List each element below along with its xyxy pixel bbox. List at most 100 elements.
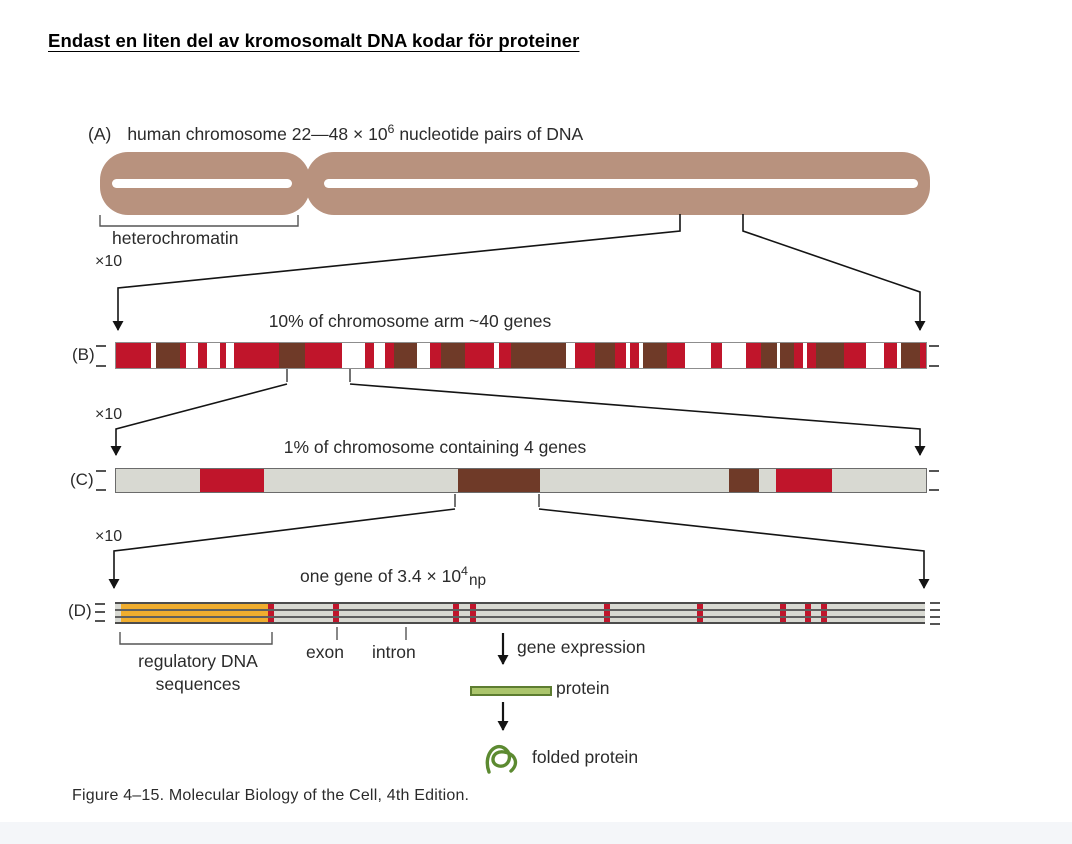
chromosome-shape	[100, 136, 930, 231]
folded-protein-label: folded protein	[532, 747, 639, 767]
panel-a-caption: (A) human chromosome 22—48 × 106 nucleoti…	[88, 122, 584, 144]
bar-b-segment	[441, 343, 465, 368]
exon-stripe	[604, 604, 610, 622]
bar-b-segment	[186, 343, 198, 368]
exon-stripe	[780, 604, 786, 622]
bar-b-segment	[711, 343, 722, 368]
intron-label: intron	[372, 642, 416, 662]
bar-b-segment	[667, 343, 685, 368]
exon-label: exon	[306, 642, 344, 662]
bar-b-segment	[643, 343, 667, 368]
bar-b-segment	[866, 343, 884, 368]
bar-b-segment	[761, 343, 777, 368]
zoom-x10-label-2: ×10	[95, 406, 123, 423]
bar-b-segment	[511, 343, 566, 368]
bar-b-segment	[494, 343, 499, 368]
regulatory-dna-region	[121, 604, 268, 622]
bar-b-segment	[595, 343, 615, 368]
exon-stripe	[333, 604, 339, 622]
bar-c-block	[729, 469, 759, 492]
bar-b-segment	[198, 343, 207, 368]
gene-track-line	[115, 609, 925, 611]
bar-b-segment	[226, 343, 234, 368]
connector-c-to-d	[108, 508, 930, 589]
bar-b-segment	[777, 343, 780, 368]
exon-intron-ticks	[336, 627, 407, 640]
exon-stripe	[805, 604, 811, 622]
bar-b-segment	[803, 343, 807, 368]
bar-b-segment	[234, 343, 279, 368]
panel-b-caption: 10% of chromosome arm ~40 genes	[268, 311, 552, 331]
figure-caption: Figure 4–15. Molecular Biology of the Ce…	[72, 787, 470, 804]
bar-c-block	[776, 469, 832, 492]
bar-b-segment	[342, 343, 365, 368]
panel-c-caption: 1% of chromosome containing 4 genes	[283, 437, 587, 457]
bar-b-segment	[575, 343, 595, 368]
exon-stripe	[697, 604, 703, 622]
bar-c-block	[200, 469, 264, 492]
footer-strip	[0, 822, 1072, 844]
heterochromatin-label: heterochromatin	[112, 228, 239, 248]
zoom-source-ticks-c	[454, 494, 540, 507]
bar-b-segment	[615, 343, 626, 368]
exon-stripe	[470, 604, 476, 622]
panel-c-label: (C)	[70, 470, 94, 489]
bar-b-segment	[220, 343, 226, 368]
bar-b-segment	[780, 343, 794, 368]
gene-expression-label: gene expression	[517, 637, 646, 657]
regulatory-bracket	[119, 632, 273, 645]
zoom-x10-label-1: ×10	[95, 253, 123, 270]
bar-b-segment	[807, 343, 816, 368]
bar-b-segment	[630, 343, 639, 368]
zoom-x10-label-3: ×10	[95, 528, 123, 545]
bar-b-segment	[207, 343, 220, 368]
bar-b-segment	[180, 343, 186, 368]
bar-b-segment	[920, 343, 926, 368]
bar-b-segment	[465, 343, 494, 368]
heterochromatin-bracket	[99, 215, 299, 227]
bar-b-segment	[901, 343, 920, 368]
bar-d	[115, 602, 925, 624]
regulatory-dna-label: regulatory DNA sequences	[138, 651, 258, 694]
exon-stripe	[821, 604, 827, 622]
bar-b-segment	[897, 343, 901, 368]
bar-b-segment	[365, 343, 374, 368]
bar-b-segment	[305, 343, 342, 368]
bar-b-segment	[430, 343, 441, 368]
bar-b-segment	[116, 343, 151, 368]
bar-b-segment	[156, 343, 180, 368]
bar-b-segment	[499, 343, 511, 368]
continuation-dashes	[95, 345, 940, 625]
connector-b-to-c	[110, 383, 926, 456]
protein-label: protein	[556, 678, 610, 698]
bar-b-segment	[417, 343, 430, 368]
bar-b-segment	[626, 343, 630, 368]
page-title: Endast en liten del av kromosomalt DNA k…	[48, 30, 580, 51]
panel-b-label: (B)	[72, 345, 95, 364]
bar-b-segment	[816, 343, 844, 368]
bar-c	[115, 468, 927, 493]
protein-bar	[470, 686, 552, 696]
bar-b-segment	[884, 343, 897, 368]
gene-track-line	[115, 616, 925, 618]
bar-b-segment	[746, 343, 761, 368]
exon-stripe	[453, 604, 459, 622]
zoom-source-ticks-b	[286, 369, 351, 382]
connector-a-to-b	[112, 214, 926, 331]
panel-d-label: (D)	[68, 601, 92, 620]
bar-b-segment	[844, 343, 866, 368]
panel-a-label: (A)	[88, 124, 112, 144]
bar-b-segment	[374, 343, 385, 368]
bar-b-segment	[566, 343, 575, 368]
bar-b-segment	[151, 343, 156, 368]
bar-b-segment	[685, 343, 711, 368]
bar-b-segment	[794, 343, 803, 368]
bar-b-segment	[385, 343, 394, 368]
exon-stripe	[268, 604, 274, 622]
panel-d-caption: one gene of 3.4 × 104np	[300, 564, 487, 589]
bar-b	[115, 342, 927, 369]
folded-protein-icon	[485, 744, 518, 774]
bar-b-segment	[639, 343, 643, 368]
